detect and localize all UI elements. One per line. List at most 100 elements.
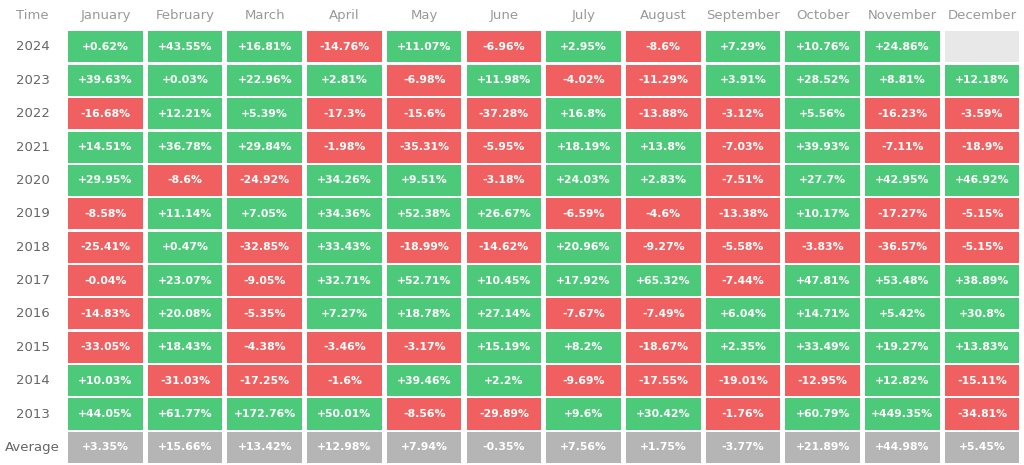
Bar <box>387 165 462 196</box>
Text: -24.92%: -24.92% <box>240 175 290 186</box>
Text: January: January <box>80 9 131 21</box>
Text: +11.98%: +11.98% <box>477 75 531 85</box>
Bar <box>706 332 780 363</box>
Text: +3.35%: +3.35% <box>82 442 129 452</box>
Text: -5.58%: -5.58% <box>722 242 764 252</box>
Text: -3.18%: -3.18% <box>482 175 525 186</box>
Text: +2.2%: +2.2% <box>484 376 523 385</box>
Text: +46.92%: +46.92% <box>954 175 1010 186</box>
Bar <box>546 165 621 196</box>
Bar <box>626 399 700 430</box>
Text: 2016: 2016 <box>16 307 49 320</box>
Text: Average: Average <box>5 441 60 454</box>
Text: +5.56%: +5.56% <box>800 109 846 119</box>
Bar <box>467 198 541 229</box>
Text: -7.44%: -7.44% <box>722 276 764 286</box>
Bar <box>307 299 382 329</box>
Bar <box>387 265 462 296</box>
Text: 2021: 2021 <box>15 140 50 153</box>
Text: -17.3%: -17.3% <box>324 109 366 119</box>
Text: +12.82%: +12.82% <box>876 376 930 385</box>
Bar <box>68 65 142 96</box>
Text: +39.46%: +39.46% <box>397 376 452 385</box>
Bar <box>945 165 1019 196</box>
Text: +36.78%: +36.78% <box>158 142 212 152</box>
Text: -5.15%: -5.15% <box>961 209 1004 219</box>
Text: July: July <box>571 9 596 21</box>
Bar <box>626 365 700 396</box>
Text: 2013: 2013 <box>15 407 50 420</box>
Text: -12.95%: -12.95% <box>798 376 848 385</box>
Text: +3.91%: +3.91% <box>720 75 766 85</box>
Bar <box>865 98 940 129</box>
Bar <box>387 432 462 463</box>
Text: -7.03%: -7.03% <box>722 142 764 152</box>
Text: -18.99%: -18.99% <box>399 242 450 252</box>
Text: -33.05%: -33.05% <box>80 342 130 352</box>
Text: -14.62%: -14.62% <box>479 242 529 252</box>
Bar <box>706 232 780 263</box>
Bar <box>626 165 700 196</box>
Text: 2015: 2015 <box>15 341 50 354</box>
Text: +29.84%: +29.84% <box>238 142 292 152</box>
Bar <box>546 365 621 396</box>
Text: -17.55%: -17.55% <box>638 376 688 385</box>
Bar <box>467 165 541 196</box>
Text: +18.43%: +18.43% <box>158 342 212 352</box>
Text: +44.05%: +44.05% <box>78 409 133 419</box>
Text: +42.95%: +42.95% <box>876 175 930 186</box>
Text: +43.55%: +43.55% <box>158 42 212 52</box>
Bar <box>227 265 302 296</box>
Text: +47.81%: +47.81% <box>796 276 850 286</box>
Bar <box>546 399 621 430</box>
Bar <box>865 232 940 263</box>
Text: -3.12%: -3.12% <box>722 109 764 119</box>
Bar <box>626 232 700 263</box>
Text: -13.38%: -13.38% <box>718 209 768 219</box>
Text: May: May <box>411 9 438 21</box>
Bar <box>785 365 860 396</box>
Text: -16.23%: -16.23% <box>878 109 928 119</box>
Text: +7.56%: +7.56% <box>560 442 607 452</box>
Text: +13.8%: +13.8% <box>640 142 687 152</box>
Text: -3.46%: -3.46% <box>324 342 366 352</box>
Text: +60.79%: +60.79% <box>796 409 850 419</box>
Text: September: September <box>707 9 780 21</box>
Bar <box>147 365 222 396</box>
Bar <box>467 132 541 163</box>
Text: +22.96%: +22.96% <box>238 75 292 85</box>
Bar <box>387 299 462 329</box>
Text: +2.95%: +2.95% <box>560 42 607 52</box>
Bar <box>785 432 860 463</box>
Text: +5.42%: +5.42% <box>879 309 926 319</box>
Bar <box>387 32 462 62</box>
Bar <box>227 132 302 163</box>
Bar <box>626 332 700 363</box>
Text: -7.11%: -7.11% <box>881 142 924 152</box>
Text: +10.17%: +10.17% <box>796 209 850 219</box>
Text: -29.89%: -29.89% <box>479 409 528 419</box>
Text: +2.81%: +2.81% <box>322 75 368 85</box>
Text: -18.9%: -18.9% <box>961 142 1004 152</box>
Text: +28.52%: +28.52% <box>796 75 850 85</box>
Text: 2014: 2014 <box>16 374 49 387</box>
Bar <box>706 65 780 96</box>
Bar <box>945 332 1019 363</box>
Bar <box>147 265 222 296</box>
Text: +5.39%: +5.39% <box>242 109 288 119</box>
Text: +12.98%: +12.98% <box>317 442 372 452</box>
Bar <box>387 332 462 363</box>
Text: April: April <box>329 9 359 21</box>
Text: +39.93%: +39.93% <box>796 142 850 152</box>
Bar <box>546 232 621 263</box>
Bar <box>467 98 541 129</box>
Bar <box>227 232 302 263</box>
Text: +0.03%: +0.03% <box>162 75 209 85</box>
Text: +18.19%: +18.19% <box>556 142 610 152</box>
Text: -0.35%: -0.35% <box>482 442 525 452</box>
Text: October: October <box>796 9 850 21</box>
Bar <box>307 332 382 363</box>
Text: +2.83%: +2.83% <box>640 175 687 186</box>
Bar <box>227 332 302 363</box>
Bar <box>546 198 621 229</box>
